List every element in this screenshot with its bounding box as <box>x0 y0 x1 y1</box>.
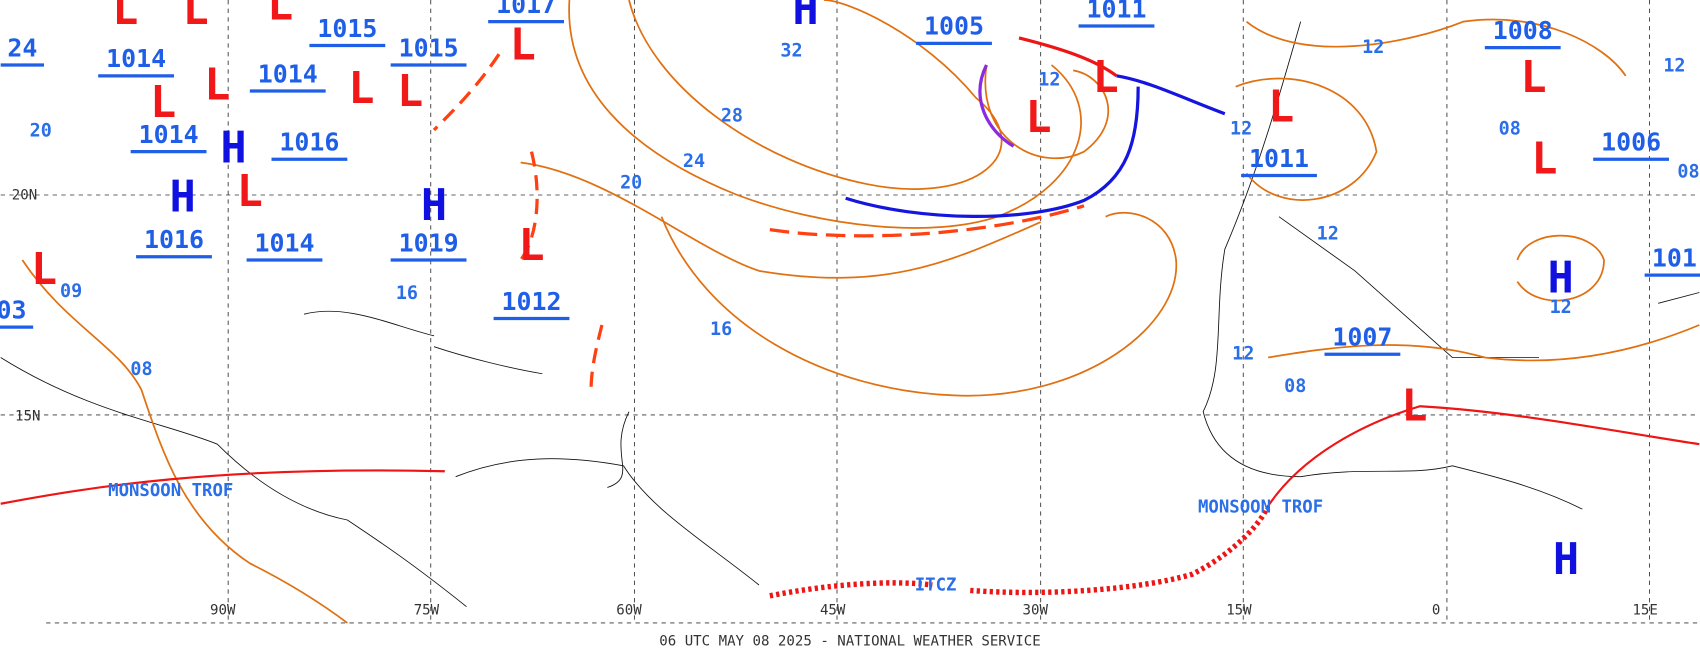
latitude-label: 15N <box>15 408 40 424</box>
isobar-label: 16 <box>396 283 418 304</box>
low-center: L <box>237 167 263 217</box>
pressure-label: 1006 <box>1601 128 1661 157</box>
pressure-label: 1014 <box>255 228 315 257</box>
isobar-label: 20 <box>620 172 642 193</box>
feature-label: MONSOON TROF <box>108 481 233 501</box>
footer: 06 UTC MAY 08 2025 - NATIONAL WEATHER SE… <box>659 634 1040 650</box>
high-center: H <box>1548 253 1574 303</box>
low-center: L <box>518 221 544 271</box>
isobar-label: 28 <box>721 105 743 126</box>
pressure-label: 1019 <box>399 228 459 257</box>
longitude-label: 30W <box>1023 602 1049 618</box>
pressure-label: 1005 <box>924 12 984 41</box>
low-center: L <box>112 0 138 35</box>
pressure-label: 1014 <box>106 44 166 73</box>
low-center: L <box>183 0 209 35</box>
low-center: L <box>1521 53 1547 103</box>
pressure-label: 1017 <box>496 0 556 19</box>
isobar-label: 08 <box>1284 376 1306 397</box>
high-center: H <box>221 123 247 173</box>
isobar-label: 08 <box>1499 118 1521 139</box>
longitude-label: 45W <box>820 602 846 618</box>
pressure-label: 1015 <box>399 33 459 62</box>
isobar-label: 12 <box>1550 297 1572 318</box>
feature-label: ITCZ <box>915 575 957 595</box>
low-center: L <box>348 64 374 114</box>
low-center: L <box>204 61 230 111</box>
isobar-label: 16 <box>710 319 732 340</box>
isobar-label: 09 <box>60 281 82 302</box>
pressure-label: 1016 <box>144 225 204 254</box>
isobar-label: 12 <box>1230 118 1252 139</box>
pressure-label: 1008 <box>1493 16 1553 45</box>
pressure-label: 03 <box>0 296 26 325</box>
pressure-label: 24 <box>7 33 37 62</box>
low-center: L <box>1268 82 1294 132</box>
isobar-label: 20 <box>30 121 52 142</box>
latitude-label: 20N <box>12 187 37 203</box>
pressure-label: 1011 <box>1087 0 1147 23</box>
pressure-label: 1014 <box>139 120 199 149</box>
low-center: L <box>267 0 293 30</box>
isobars <box>21 0 1700 624</box>
high-center: H <box>1553 535 1579 585</box>
grid <box>0 0 1700 624</box>
longitude-label: 15E <box>1632 602 1657 618</box>
isobar-label: 12 <box>1663 55 1685 76</box>
isobar-label: 12 <box>1317 223 1339 244</box>
low-center: L <box>1401 381 1427 431</box>
longitude-label: 60W <box>616 602 642 618</box>
pressure-label: 1011 <box>1249 144 1309 173</box>
high-center: H <box>421 181 447 231</box>
fronts <box>0 36 1700 599</box>
isobar-label: 12 <box>1232 344 1254 365</box>
low-center: L <box>510 21 536 71</box>
isobar-label: 12 <box>1038 70 1060 91</box>
pressure-label: 1015 <box>317 14 377 43</box>
isobar-label: 08 <box>1677 162 1699 183</box>
low-center: L <box>397 67 423 117</box>
high-center: H <box>793 0 819 35</box>
longitude-label: 0 <box>1432 602 1440 618</box>
low-center: L <box>1531 134 1557 184</box>
longitude-label: 15W <box>1226 602 1252 618</box>
pressure-label: 1007 <box>1332 323 1392 352</box>
isobar-label: 12 <box>1362 37 1384 58</box>
isobar-label: 24 <box>683 151 705 172</box>
feature-label: MONSOON TROF <box>1198 497 1323 517</box>
pressure-label: 1014 <box>258 59 318 88</box>
low-center: L <box>1025 93 1051 143</box>
longitude-label: 75W <box>414 602 440 618</box>
longitude-label: 90W <box>210 602 236 618</box>
coastlines <box>0 21 1700 608</box>
pressure-label: 101 <box>1652 243 1697 272</box>
pressure-label: 1012 <box>502 287 562 316</box>
isobar-label: 08 <box>130 359 152 380</box>
isobar-label: 32 <box>780 40 802 61</box>
low-center: L <box>150 78 176 128</box>
low-center: L <box>31 245 57 295</box>
low-center: L <box>1093 53 1119 103</box>
high-center: H <box>170 172 196 222</box>
pressure-label: 1016 <box>279 128 339 157</box>
